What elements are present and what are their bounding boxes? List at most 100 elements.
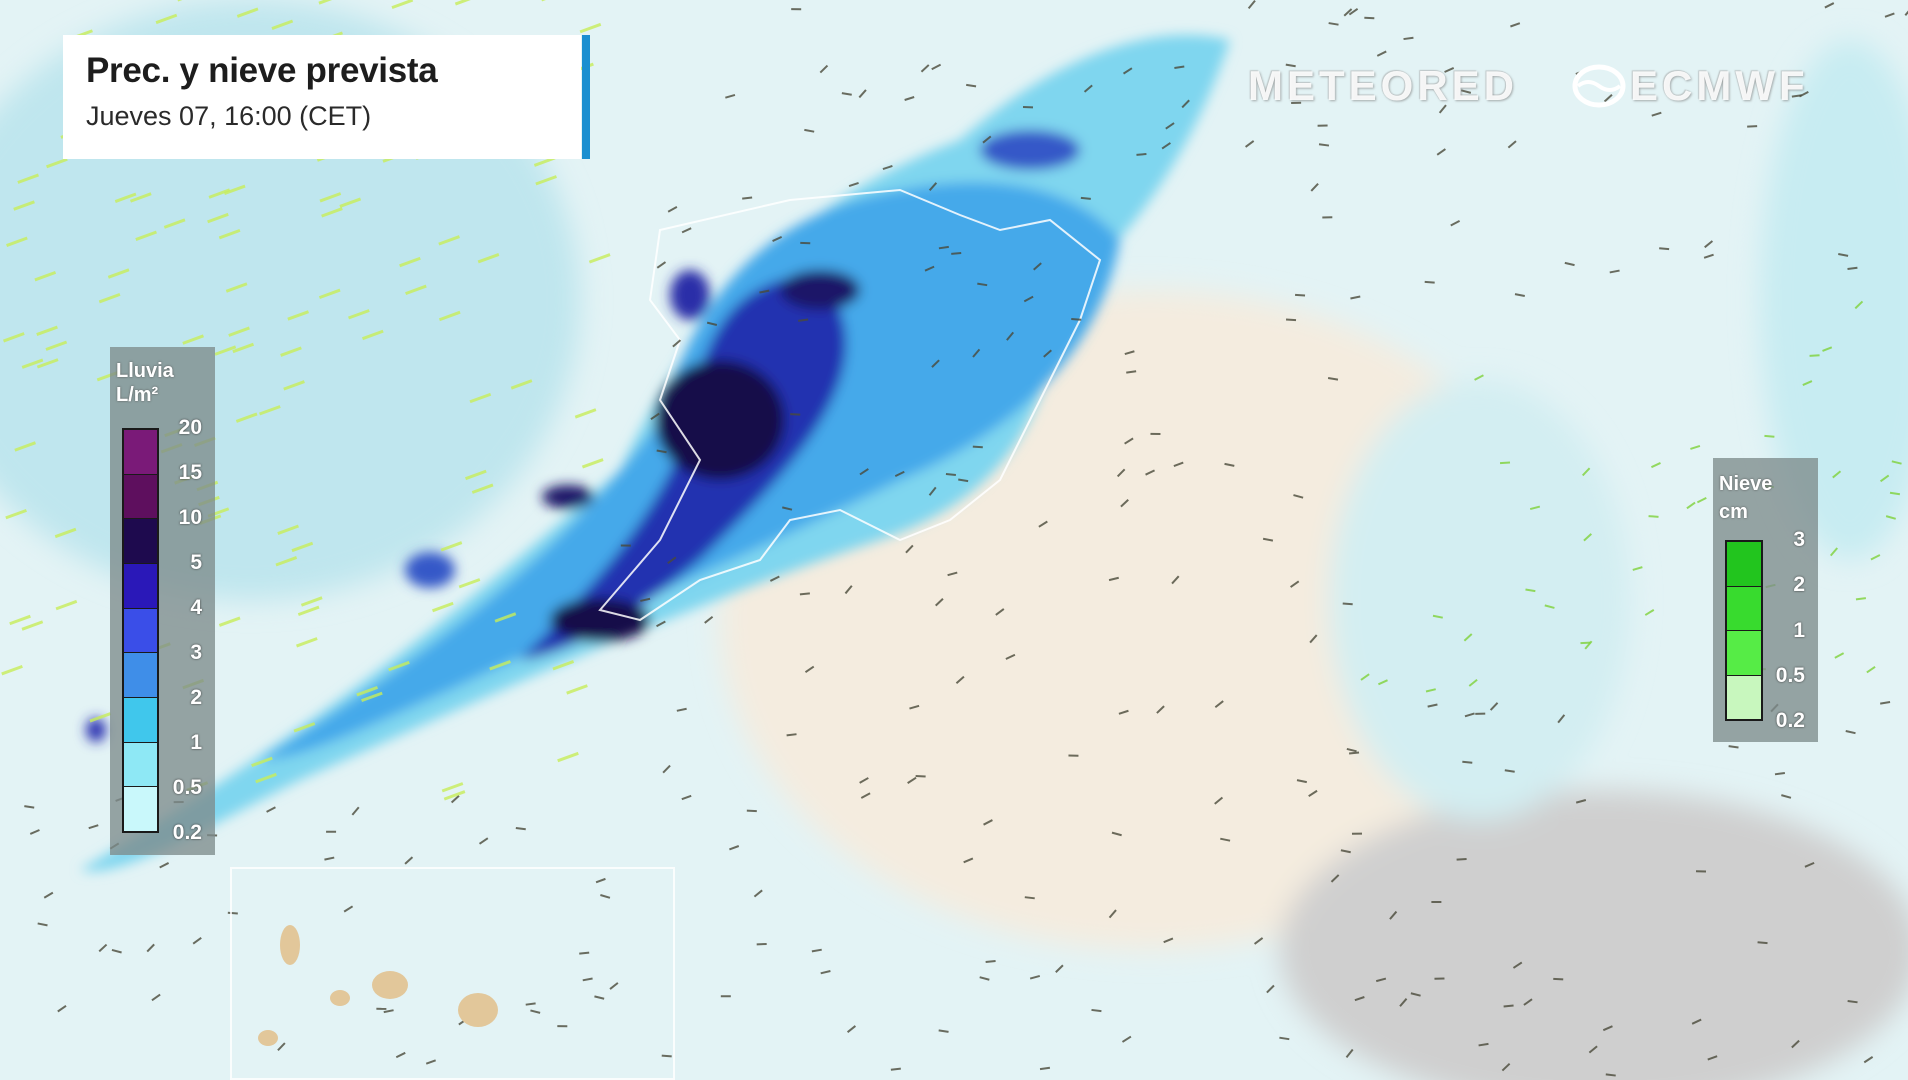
rain_legend-swatch <box>124 653 157 699</box>
wind-arrow <box>114 192 137 203</box>
wind-arrow <box>361 329 384 341</box>
wind-arrow <box>36 358 59 369</box>
wind-arrow <box>351 806 360 816</box>
wind-arrow <box>1348 751 1360 755</box>
wind-arrow <box>662 764 671 774</box>
wind-arrow <box>1456 857 1467 861</box>
wind-arrow <box>820 970 831 975</box>
wind-arrow <box>1005 653 1016 660</box>
wind-arrow <box>983 819 993 826</box>
wind-arrow <box>1023 295 1034 303</box>
wind-arrow <box>582 977 593 982</box>
wind-arrow <box>819 64 829 74</box>
wind-arrow <box>1118 709 1129 715</box>
wind-arrow <box>489 660 511 671</box>
wind-arrow <box>1889 491 1901 496</box>
wind-arrow <box>425 1059 436 1065</box>
wind-arrow <box>155 13 178 25</box>
wind-arrow <box>909 704 920 710</box>
wind-arrow <box>1348 8 1359 16</box>
wind-arrow <box>1389 910 1398 920</box>
wind-arrow <box>938 245 949 250</box>
wind-arrow <box>1318 143 1330 147</box>
rain_legend-tick: 15 <box>178 461 202 484</box>
wind-arrow <box>972 348 981 358</box>
wind-arrow <box>1891 460 1902 465</box>
rain_legend-tick: 0.2 <box>172 821 202 844</box>
wind-arrow <box>1055 964 1064 973</box>
wind-arrow <box>343 905 354 913</box>
wind-arrow <box>151 993 161 1002</box>
wind-arrow <box>228 326 250 337</box>
wind-arrow <box>21 620 44 631</box>
wind-arrow <box>667 556 677 564</box>
wind-arrow <box>1080 196 1091 200</box>
wind-arrow <box>938 1029 949 1033</box>
wind-arrow <box>574 408 597 419</box>
wind-arrow <box>1145 469 1155 476</box>
wind-arrow <box>1791 94 1802 98</box>
wind-arrow <box>804 665 815 674</box>
wind-arrow <box>1214 700 1224 709</box>
wind-arrow <box>1171 575 1180 585</box>
wind-arrow <box>772 235 783 242</box>
wind-arrow <box>1704 240 1714 249</box>
wind-arrow <box>1330 874 1340 883</box>
wind-arrow <box>1436 148 1446 156</box>
wind-arrow <box>985 960 996 963</box>
wind-arrow <box>440 541 463 552</box>
wind-arrow <box>1564 261 1575 267</box>
wind-arrow <box>1581 467 1591 477</box>
wind-arrow <box>1071 318 1082 321</box>
rain_legend-tick: 1 <box>190 731 202 754</box>
rain_legend-tick: 3 <box>190 641 202 664</box>
wind-arrow <box>271 19 294 30</box>
wind-arrow <box>706 321 718 326</box>
wind-arrow <box>477 253 500 264</box>
wind-arrow <box>972 445 983 449</box>
wind-arrow <box>1728 745 1739 749</box>
wind-arrow <box>1033 262 1042 271</box>
wind-arrow <box>225 282 248 293</box>
wind-arrow <box>1121 1035 1132 1043</box>
wind-arrow <box>348 309 370 320</box>
wind-arrow <box>324 856 335 861</box>
rain_legend-tick: 5 <box>190 551 202 574</box>
wind-arrow <box>535 175 557 186</box>
rain_legend-swatch <box>124 742 157 788</box>
wind-arrow <box>13 200 35 211</box>
wind-arrow <box>251 756 273 768</box>
wind-arrow <box>844 585 853 595</box>
wind-arrow <box>300 596 323 607</box>
wind-arrow <box>1124 350 1135 356</box>
wind-arrow <box>681 794 692 801</box>
wind-arrow <box>1111 831 1122 837</box>
wind-arrow <box>443 790 466 801</box>
wind-arrow <box>661 1054 672 1058</box>
wind-arrow <box>6 236 28 247</box>
wind-arrow <box>860 792 871 799</box>
wind-arrow <box>399 256 421 268</box>
wind-arrow <box>704 615 714 624</box>
wind-arrow <box>1603 93 1613 103</box>
wind-arrow <box>1364 16 1375 20</box>
wind-arrow <box>111 948 122 954</box>
wind-arrow <box>1126 370 1137 374</box>
wind-arrow <box>1296 779 1307 784</box>
wind-arrow <box>232 342 255 354</box>
rain-legend: Lluvia L/m² 20 15 10 5 4 3 2 1 0.5 0.2 <box>110 347 215 855</box>
wind-arrow <box>1866 665 1876 674</box>
snow_legend-swatch <box>1727 675 1761 719</box>
wind-arrow <box>57 1004 67 1013</box>
wind-arrow <box>24 805 35 809</box>
wind-arrow <box>1834 652 1845 659</box>
wind-arrow <box>1651 111 1662 117</box>
wind-arrow <box>935 598 944 607</box>
wind-arrow <box>1707 1055 1718 1061</box>
wind-arrow <box>1880 701 1891 705</box>
wind-arrow <box>1253 937 1264 945</box>
wind-arrow <box>656 261 667 269</box>
wind-arrow <box>383 1009 394 1014</box>
snow-color-scale <box>1725 540 1763 721</box>
